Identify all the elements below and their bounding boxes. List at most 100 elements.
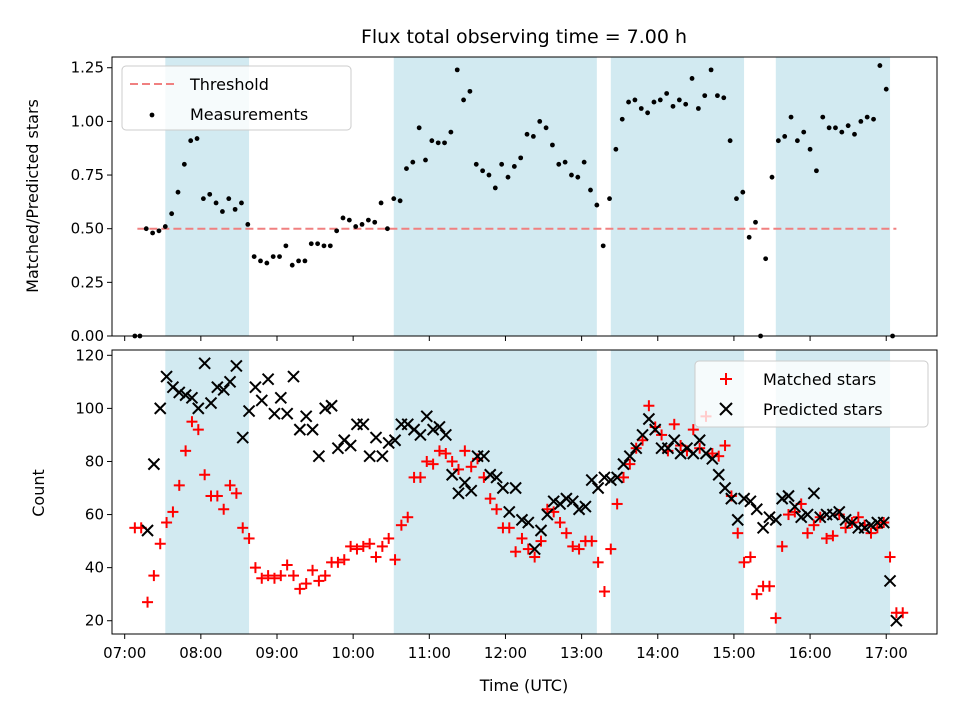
p2-series1-point-89 bbox=[706, 452, 719, 466]
p1-series0-point-89 bbox=[695, 106, 701, 111]
p1-series0-point-7 bbox=[175, 189, 181, 195]
p1-series0-point-78 bbox=[626, 99, 631, 105]
p2-series1-point-32 bbox=[344, 439, 357, 452]
p2-series0-point-17 bbox=[237, 522, 249, 534]
p1-series0-point-40 bbox=[385, 226, 390, 232]
p2-series0-point-36 bbox=[357, 540, 369, 552]
p2-series1-point-66 bbox=[560, 492, 573, 505]
p2-series0-point-60 bbox=[510, 546, 522, 558]
p2-series1-point-22 bbox=[280, 407, 294, 420]
p2-series1-point-90 bbox=[712, 468, 725, 481]
p2-series0-point-101 bbox=[770, 612, 782, 624]
p1-window-1 bbox=[393, 57, 597, 336]
p1-series0-point-46 bbox=[423, 157, 428, 163]
p1-series0-point-75 bbox=[607, 196, 612, 202]
p2-series0-point-67 bbox=[554, 517, 566, 529]
p2-series1-point-43 bbox=[414, 428, 427, 442]
p1-series0-point-53 bbox=[467, 88, 473, 94]
p2-series1-point-79 bbox=[642, 412, 656, 426]
p1-series0-point-34 bbox=[346, 217, 352, 223]
panel2-xlabel: Time (UTC) bbox=[479, 676, 568, 695]
p1-series0-point-3 bbox=[150, 230, 156, 236]
p2-series0-point-98 bbox=[751, 588, 763, 600]
p2-series0-point-102 bbox=[776, 540, 788, 552]
p1-series0-point-100 bbox=[763, 256, 769, 262]
p2-ytick-label-4: 100 bbox=[75, 399, 104, 417]
p1-window-2 bbox=[610, 57, 745, 336]
p2-series1-point-49 bbox=[452, 487, 465, 500]
p1-series0-point-109 bbox=[820, 114, 826, 120]
p1-series0-point-19 bbox=[251, 254, 257, 259]
p1-series0-point-64 bbox=[537, 118, 543, 124]
p2-series1-point-83 bbox=[668, 434, 681, 447]
xtick-label-5: 12:00 bbox=[484, 644, 527, 662]
p1-series0-point-17 bbox=[239, 200, 244, 206]
p2-series0-point-59 bbox=[503, 522, 515, 534]
p1-series0-point-18 bbox=[245, 222, 251, 227]
p1-series0-point-81 bbox=[645, 110, 651, 116]
p1-series0-point-70 bbox=[575, 174, 581, 180]
p2-series0-point-40 bbox=[383, 532, 395, 544]
p2-series0-point-68 bbox=[560, 527, 572, 539]
legend-measurements-label: Measurements bbox=[190, 105, 308, 124]
p2-ytick-label-3: 80 bbox=[85, 452, 104, 470]
p1-series0-point-87 bbox=[683, 101, 689, 107]
p2-series0-point-62 bbox=[522, 543, 534, 555]
panel2-marks bbox=[129, 357, 909, 627]
p2-series0-point-88 bbox=[687, 424, 699, 436]
p2-series1-point-71 bbox=[591, 481, 605, 495]
p2-series1-point-12 bbox=[217, 383, 230, 397]
p2-series1-point-116 bbox=[877, 516, 890, 529]
p1-series0-point-103 bbox=[782, 134, 788, 139]
p1-series0-point-115 bbox=[858, 118, 864, 124]
legend-predicted-swatch bbox=[719, 402, 733, 416]
p2-series0-point-4 bbox=[154, 538, 166, 550]
p1-window-3 bbox=[775, 57, 891, 336]
p2-series1-point-86 bbox=[687, 447, 700, 460]
p2-series1-point-63 bbox=[541, 508, 554, 521]
p2-series0-point-78 bbox=[624, 458, 636, 470]
p1-series0-point-69 bbox=[569, 172, 574, 178]
xtick-label-7: 14:00 bbox=[636, 644, 679, 662]
p2-series1-point-26 bbox=[306, 423, 319, 436]
p1-series0-point-119 bbox=[883, 86, 889, 92]
p2-series0-point-57 bbox=[491, 503, 503, 515]
p1-series0-point-111 bbox=[833, 125, 838, 131]
p2-series0-point-37 bbox=[364, 538, 376, 550]
legend-predicted-label: Predicted stars bbox=[763, 400, 883, 419]
p1-series0-point-98 bbox=[753, 219, 758, 225]
p2-series0-point-27 bbox=[300, 578, 312, 590]
p2-series1-point-30 bbox=[331, 441, 345, 455]
legend-measurements-swatch bbox=[149, 112, 155, 118]
p1-series0-point-92 bbox=[715, 93, 720, 99]
p2-series0-point-20 bbox=[256, 572, 268, 584]
p2-series1-point-106 bbox=[814, 511, 827, 524]
p1-series0-point-37 bbox=[365, 217, 371, 223]
p2-series0-point-23 bbox=[275, 570, 287, 582]
p2-series1-point-105 bbox=[807, 487, 821, 500]
p2-series0-point-97 bbox=[744, 551, 756, 563]
p2-window-1 bbox=[393, 350, 597, 634]
legend-box bbox=[121, 65, 352, 131]
legend-threshold-label: Threshold bbox=[189, 75, 269, 94]
p2-series0-point-24 bbox=[281, 559, 293, 571]
p2-series1-point-17 bbox=[249, 380, 262, 394]
p1-series0-point-116 bbox=[864, 114, 870, 120]
p2-series1-point-18 bbox=[255, 394, 268, 407]
p1-series0-point-71 bbox=[581, 159, 587, 165]
p2-series0-point-81 bbox=[643, 400, 655, 412]
p2-series1-point-3 bbox=[160, 370, 173, 383]
p2-series1-point-64 bbox=[547, 495, 560, 508]
p1-series0-point-38 bbox=[372, 219, 378, 225]
p2-series0-point-50 bbox=[446, 455, 458, 467]
p2-series1-point-80 bbox=[649, 423, 662, 436]
p2-series1-point-104 bbox=[801, 508, 814, 521]
p2-series0-point-13 bbox=[211, 490, 223, 502]
chart-title: Flux total observing time = 7.00 h bbox=[361, 26, 687, 48]
p1-series0-point-42 bbox=[397, 198, 403, 204]
xtick-label-8: 15:00 bbox=[712, 644, 755, 662]
p2-series0-point-33 bbox=[338, 554, 350, 566]
legend-matched-label: Matched stars bbox=[763, 370, 876, 389]
p2-series0-point-30 bbox=[319, 570, 331, 582]
p2-series1-point-108 bbox=[826, 508, 840, 521]
